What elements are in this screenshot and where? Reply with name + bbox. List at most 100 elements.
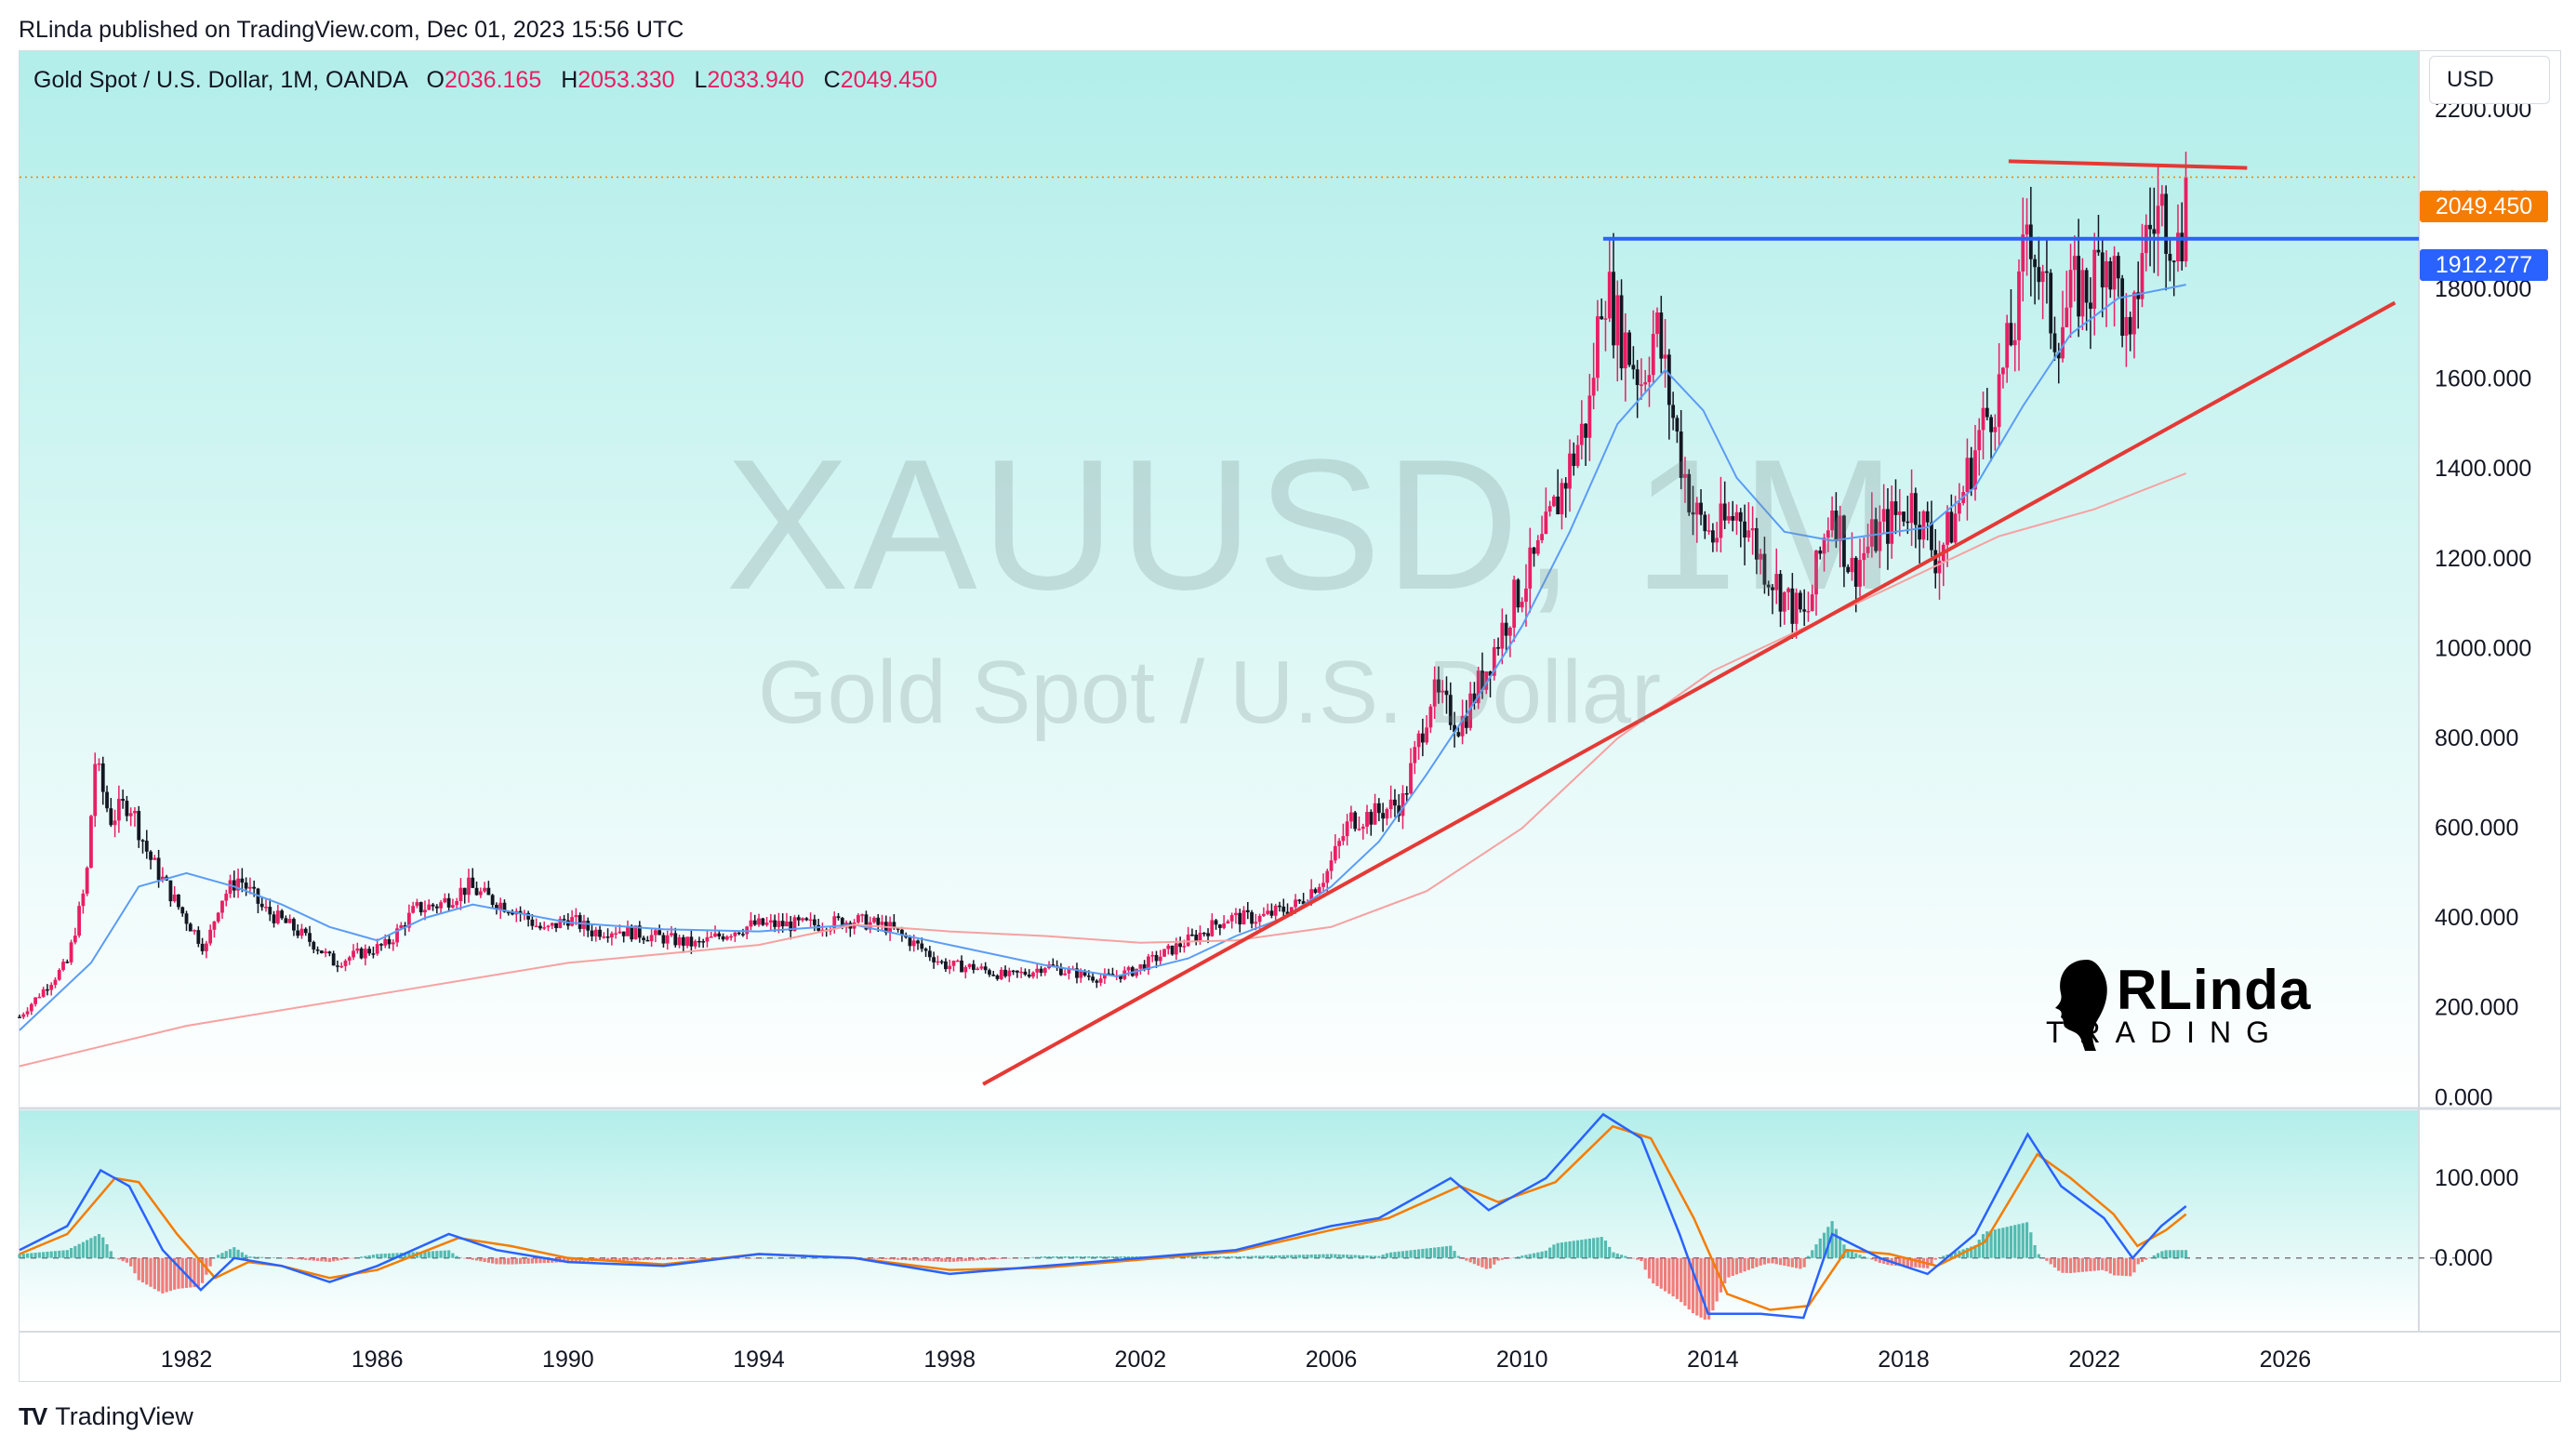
- macd-histogram-bar: [967, 1257, 972, 1261]
- macd-histogram-bar: [2061, 1257, 2065, 1273]
- macd-histogram-bar: [673, 1257, 677, 1260]
- macd-histogram-bar: [447, 1250, 451, 1258]
- macd-histogram-bar: [1321, 1254, 1325, 1258]
- candle-body: [2065, 307, 2069, 327]
- macd-histogram-bar: [352, 1257, 355, 1259]
- candle-body: [1814, 550, 1818, 595]
- macd-histogram-bar: [920, 1257, 923, 1261]
- macd-histogram-bar: [1000, 1257, 1003, 1259]
- ohlc-legend[interactable]: Gold Spot / U.S. Dollar, 1M, OANDA O2036…: [33, 67, 937, 94]
- macd-histogram-bar: [435, 1251, 439, 1258]
- macd-histogram-bar: [2129, 1257, 2132, 1277]
- candle-body: [244, 883, 248, 889]
- candle-body: [605, 936, 610, 938]
- candle-body: [856, 915, 860, 923]
- macd-histogram-bar: [789, 1257, 792, 1259]
- macd-histogram-bar: [458, 1257, 463, 1258]
- macd-histogram-bar: [1082, 1256, 1087, 1258]
- currency-button[interactable]: USD: [2429, 56, 2550, 104]
- macd-histogram-bar: [1520, 1255, 1524, 1258]
- macd-histogram-bar: [526, 1257, 530, 1264]
- candle-body: [801, 918, 804, 921]
- macd-histogram-bar: [355, 1257, 359, 1258]
- candle-body: [1067, 969, 1071, 974]
- macd-histogram-bar: [1786, 1257, 1790, 1267]
- macd-histogram-bar: [792, 1257, 797, 1259]
- candle-body: [768, 920, 773, 923]
- candle-body: [180, 907, 185, 914]
- macd-histogram-bar: [1981, 1234, 1985, 1258]
- chart-frame[interactable]: [19, 50, 2561, 1382]
- macd-histogram-bar: [2017, 1224, 2021, 1258]
- macd-histogram-bar: [2101, 1257, 2105, 1270]
- candle-body: [236, 878, 240, 891]
- macd-histogram-bar: [105, 1243, 109, 1258]
- candle-body: [896, 928, 900, 930]
- macd-histogram-bar: [2164, 1250, 2168, 1258]
- candle-body: [208, 929, 213, 944]
- candle-body: [149, 851, 153, 860]
- macd-histogram-bar: [348, 1257, 352, 1259]
- macd-histogram-bar: [2105, 1257, 2108, 1272]
- candle-body: [2096, 249, 2101, 253]
- macd-histogram-bar: [268, 1257, 272, 1258]
- published-caption: RLinda published on TradingView.com, Dec…: [19, 17, 684, 43]
- macd-histogram-bar: [404, 1252, 407, 1258]
- candle-body: [721, 936, 725, 940]
- macd-histogram-bar: [753, 1257, 757, 1259]
- candle-body: [792, 917, 797, 932]
- candle-body: [2132, 292, 2136, 335]
- candle-body: [1838, 515, 1842, 541]
- macd-histogram-bar: [1743, 1257, 1746, 1272]
- candle-body: [1544, 511, 1548, 535]
- candle-body: [18, 1016, 21, 1018]
- candle-body: [1826, 530, 1830, 538]
- candle-body: [872, 917, 876, 923]
- candle-body: [976, 968, 980, 971]
- candle-body: [1273, 905, 1278, 916]
- price-axis-label: 1200.000: [2435, 546, 2531, 572]
- candle-body: [387, 938, 392, 945]
- macd-histogram-bar: [73, 1245, 77, 1258]
- candle-body: [1897, 511, 1902, 515]
- macd-histogram-bar: [474, 1257, 479, 1261]
- candle-body: [653, 930, 657, 936]
- macd-histogram-bar: [2168, 1250, 2172, 1258]
- candle-body: [526, 912, 531, 920]
- macd-histogram-bar: [2176, 1250, 2180, 1258]
- candle-body: [777, 921, 781, 927]
- macd-histogram-bar: [1250, 1255, 1254, 1258]
- tradingview-footer[interactable]: TV TradingView: [19, 1402, 193, 1431]
- macd-histogram-bar: [1862, 1256, 1866, 1258]
- macd-histogram-bar: [1067, 1256, 1071, 1258]
- macd-histogram-bar: [25, 1253, 30, 1258]
- macd-pane-background: [20, 1110, 2419, 1330]
- macd-histogram-bar: [1107, 1256, 1110, 1258]
- macd-histogram-bar: [89, 1238, 93, 1258]
- time-axis[interactable]: 1982 1986 1990 1994 1998 2002 2006 2010 2014 2018…: [161, 1347, 2311, 1373]
- candle-body: [220, 900, 224, 913]
- macd-histogram-bar: [419, 1252, 423, 1258]
- candle-body: [995, 975, 1000, 979]
- macd-histogram-bar: [1047, 1256, 1051, 1258]
- candle-body: [1464, 716, 1468, 728]
- candle-body: [339, 965, 344, 968]
- macd-histogram-bar: [546, 1257, 551, 1263]
- candle-body: [1003, 969, 1007, 976]
- candle-body: [1269, 910, 1274, 916]
- macd-histogram-bar: [1091, 1256, 1095, 1258]
- macd-histogram-bar: [1257, 1255, 1262, 1258]
- candle-body: [1217, 924, 1222, 928]
- candle-body: [1909, 493, 1914, 524]
- candle-body: [1890, 501, 1894, 544]
- macd-histogram-bar: [1711, 1257, 1715, 1311]
- candle-body: [1635, 369, 1640, 386]
- candle-body: [1413, 747, 1417, 763]
- candle-body: [467, 877, 471, 896]
- candle-body: [1226, 921, 1230, 924]
- candle-body: [1289, 907, 1294, 915]
- macd-histogram-bar: [1973, 1245, 1977, 1258]
- candle-body: [1222, 923, 1227, 928]
- candle-body: [1631, 365, 1636, 370]
